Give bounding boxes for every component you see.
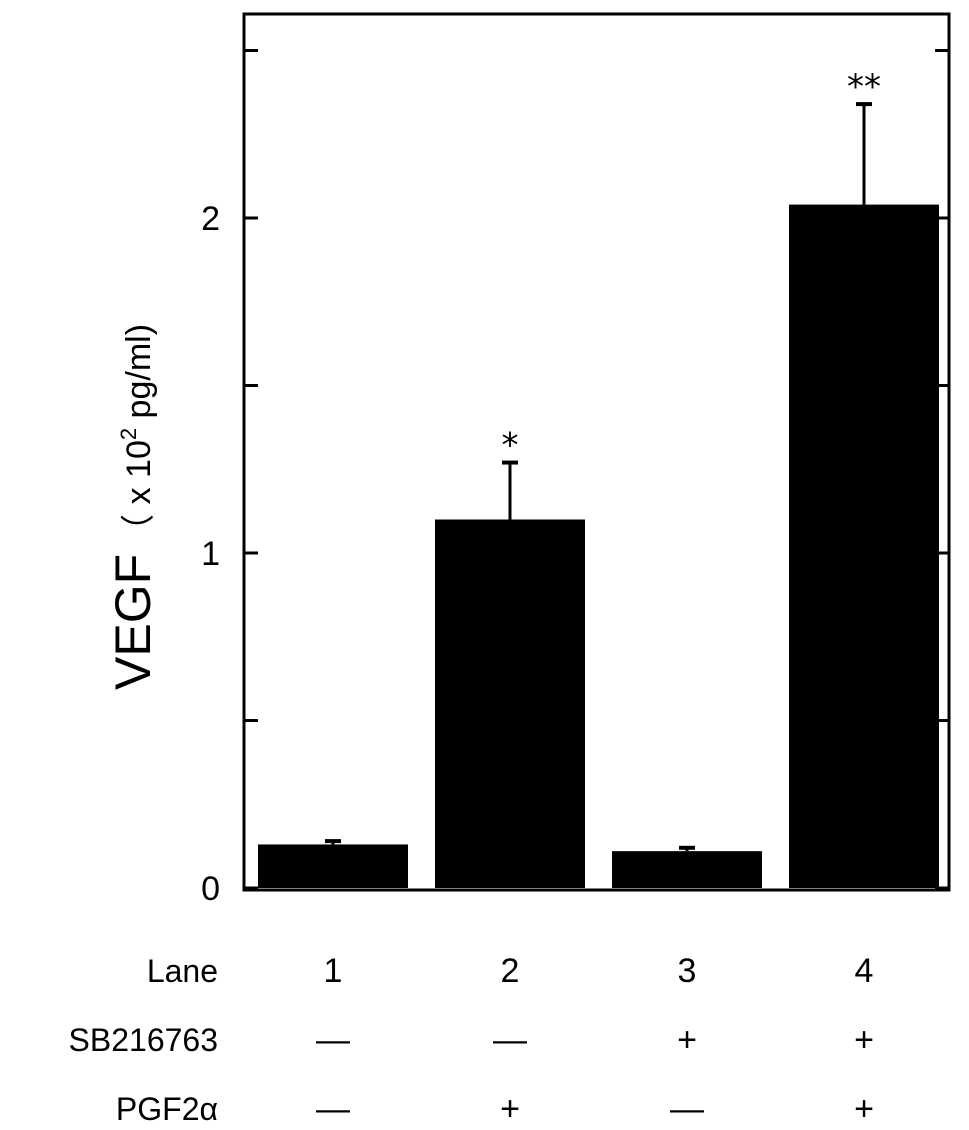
significance-marker: * xyxy=(502,426,519,466)
bar xyxy=(789,204,939,889)
plus-sign: + xyxy=(500,1090,520,1128)
plus-sign: + xyxy=(854,1090,874,1128)
minus-sign: — xyxy=(493,1021,527,1059)
plus-sign: + xyxy=(854,1021,874,1059)
axes xyxy=(242,12,951,892)
lane-row-label: Lane xyxy=(147,953,218,989)
y-axis-label-main: VEGF xyxy=(105,554,161,690)
lane-numbers: 1 2 3 4 xyxy=(324,952,874,990)
y-tick-label: 2 xyxy=(201,200,220,238)
minus-sign: — xyxy=(316,1021,350,1059)
plus-sign: + xyxy=(677,1021,697,1059)
bar xyxy=(612,851,762,888)
pgf2a-signs: — + — + xyxy=(316,1090,874,1128)
pgf2a-row-label: PGF2α xyxy=(116,1091,218,1127)
y-axis-label-unit: （ x 10 xyxy=(120,440,158,548)
bar xyxy=(258,844,408,888)
y-axis-label-unit-suffix: pg/ml) xyxy=(120,324,158,428)
lane-number: 4 xyxy=(855,952,874,990)
minus-sign: — xyxy=(316,1090,350,1128)
lane-number: 1 xyxy=(324,952,343,990)
y-tick-label: 0 xyxy=(201,870,220,908)
bars: *** xyxy=(258,67,939,889)
minus-sign: — xyxy=(670,1090,704,1128)
plot-frame xyxy=(242,12,951,892)
bar xyxy=(435,519,585,888)
y-tick-labels: 0 1 2 xyxy=(201,200,220,908)
sb216763-row-label: SB216763 xyxy=(69,1022,218,1058)
lane-number: 3 xyxy=(678,952,697,990)
lane-number: 2 xyxy=(501,952,520,990)
significance-marker: ** xyxy=(847,67,881,107)
sb216763-signs: — — + + xyxy=(316,1021,874,1059)
y-axis-label-exponent: 2 xyxy=(116,428,141,440)
y-tick-label: 1 xyxy=(201,535,220,573)
y-axis-label: VEGF （ x 102 pg/ml) xyxy=(105,324,161,690)
